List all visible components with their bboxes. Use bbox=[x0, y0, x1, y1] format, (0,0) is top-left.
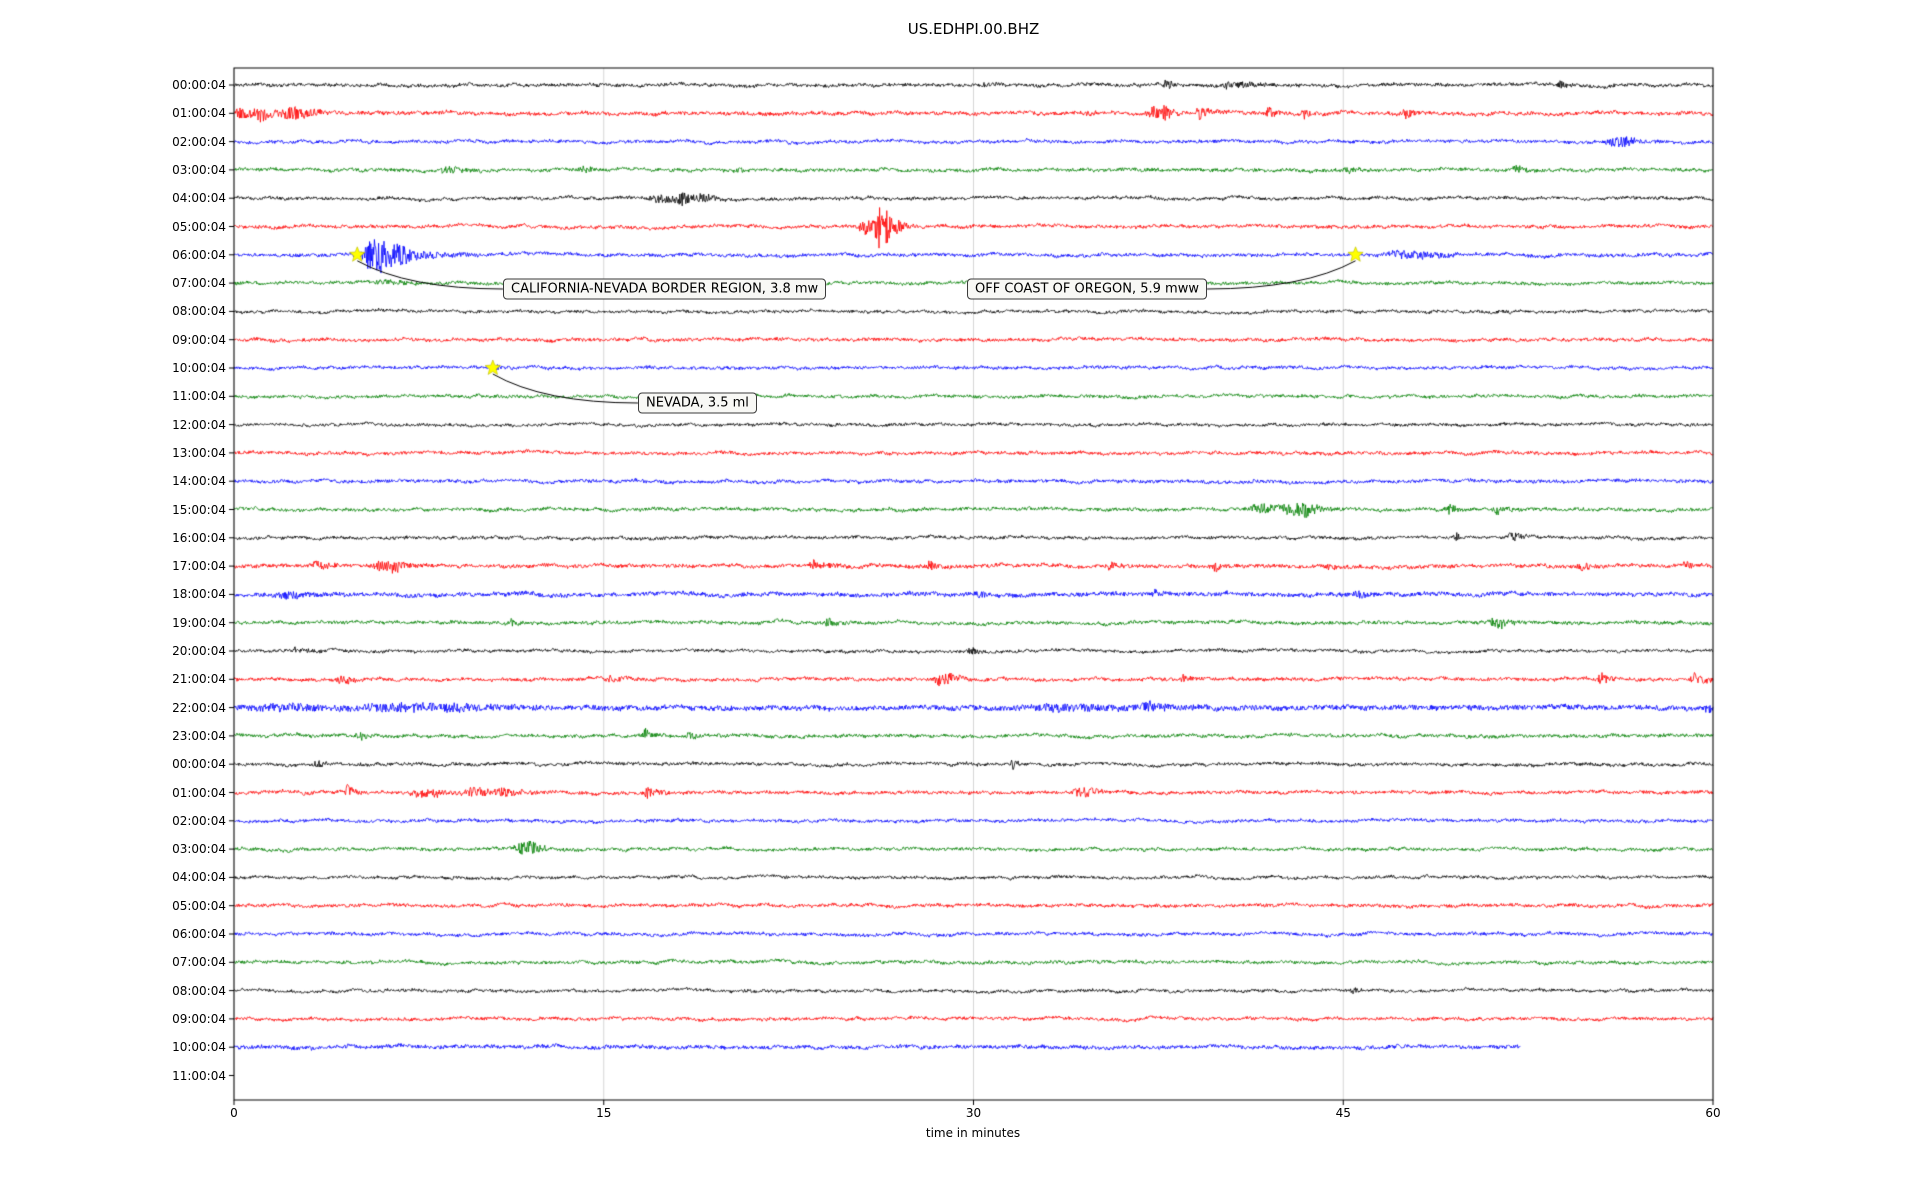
x-axis-tick-label: 45 bbox=[1335, 1106, 1351, 1120]
y-axis-label: 11:00:04 bbox=[172, 1068, 226, 1083]
y-axis-label: 07:00:04 bbox=[172, 955, 226, 970]
y-axis-label: 08:00:04 bbox=[172, 304, 226, 319]
y-axis-label: 07:00:04 bbox=[172, 276, 226, 291]
y-axis-label: 21:00:04 bbox=[172, 672, 226, 687]
y-axis-label: 10:00:04 bbox=[172, 1040, 226, 1055]
y-axis-label: 22:00:04 bbox=[172, 700, 226, 715]
x-axis-tick-label: 30 bbox=[965, 1106, 982, 1120]
plot-title: US.EDHPI.00.BHZ bbox=[907, 20, 1040, 38]
y-axis-label: 06:00:04 bbox=[172, 247, 226, 262]
y-axis-label: 15:00:04 bbox=[172, 502, 226, 517]
y-axis-label: 18:00:04 bbox=[172, 587, 226, 602]
event-annotation-off-coast-oregon: OFF COAST OF OREGON, 5.9 mww bbox=[967, 278, 1207, 300]
y-axis-label: 03:00:04 bbox=[172, 162, 226, 177]
y-axis-label: 16:00:04 bbox=[172, 530, 226, 545]
y-axis-label: 17:00:04 bbox=[172, 559, 226, 574]
y-axis-label: 04:00:04 bbox=[172, 870, 226, 885]
y-axis-label: 09:00:04 bbox=[172, 1011, 226, 1026]
y-axis-label: 14:00:04 bbox=[172, 474, 226, 489]
y-axis-label: 10:00:04 bbox=[172, 361, 226, 375]
y-axis-label: 06:00:04 bbox=[172, 927, 226, 941]
y-axis-label: 02:00:04 bbox=[172, 813, 226, 828]
event-annotation-california-nevada: CALIFORNIA-NEVADA BORDER REGION, 3.8 mw bbox=[503, 278, 827, 300]
x-axis-tick-label: 0 bbox=[230, 1106, 238, 1120]
y-axis-label: 20:00:04 bbox=[172, 644, 226, 658]
y-axis-label: 01:00:04 bbox=[172, 785, 226, 800]
y-axis-label: 00:00:04 bbox=[172, 757, 226, 772]
y-axis-label: 08:00:04 bbox=[172, 983, 226, 998]
y-axis-label: 11:00:04 bbox=[172, 389, 226, 404]
y-axis-label: 13:00:04 bbox=[172, 445, 226, 460]
y-axis-label: 02:00:04 bbox=[172, 134, 226, 149]
x-axis-label: time in minutes bbox=[925, 1126, 1021, 1140]
y-axis-label: 12:00:04 bbox=[172, 417, 226, 432]
y-axis-label: 05:00:04 bbox=[172, 898, 226, 913]
y-axis-label: 04:00:04 bbox=[172, 191, 226, 206]
y-axis-label: 01:00:04 bbox=[172, 106, 226, 121]
y-axis-label: 09:00:04 bbox=[172, 332, 226, 347]
y-axis-label: 19:00:04 bbox=[172, 615, 226, 630]
x-axis-tick-label: 60 bbox=[1705, 1106, 1721, 1120]
x-axis-tick-label: 15 bbox=[596, 1106, 612, 1120]
y-axis-label: 23:00:04 bbox=[172, 728, 226, 743]
event-annotation-nevada: NEVADA, 3.5 ml bbox=[638, 392, 757, 414]
y-axis-label: 05:00:04 bbox=[172, 219, 226, 234]
y-axis-label: 00:00:04 bbox=[172, 78, 226, 92]
y-axis-label: 03:00:04 bbox=[172, 842, 226, 857]
